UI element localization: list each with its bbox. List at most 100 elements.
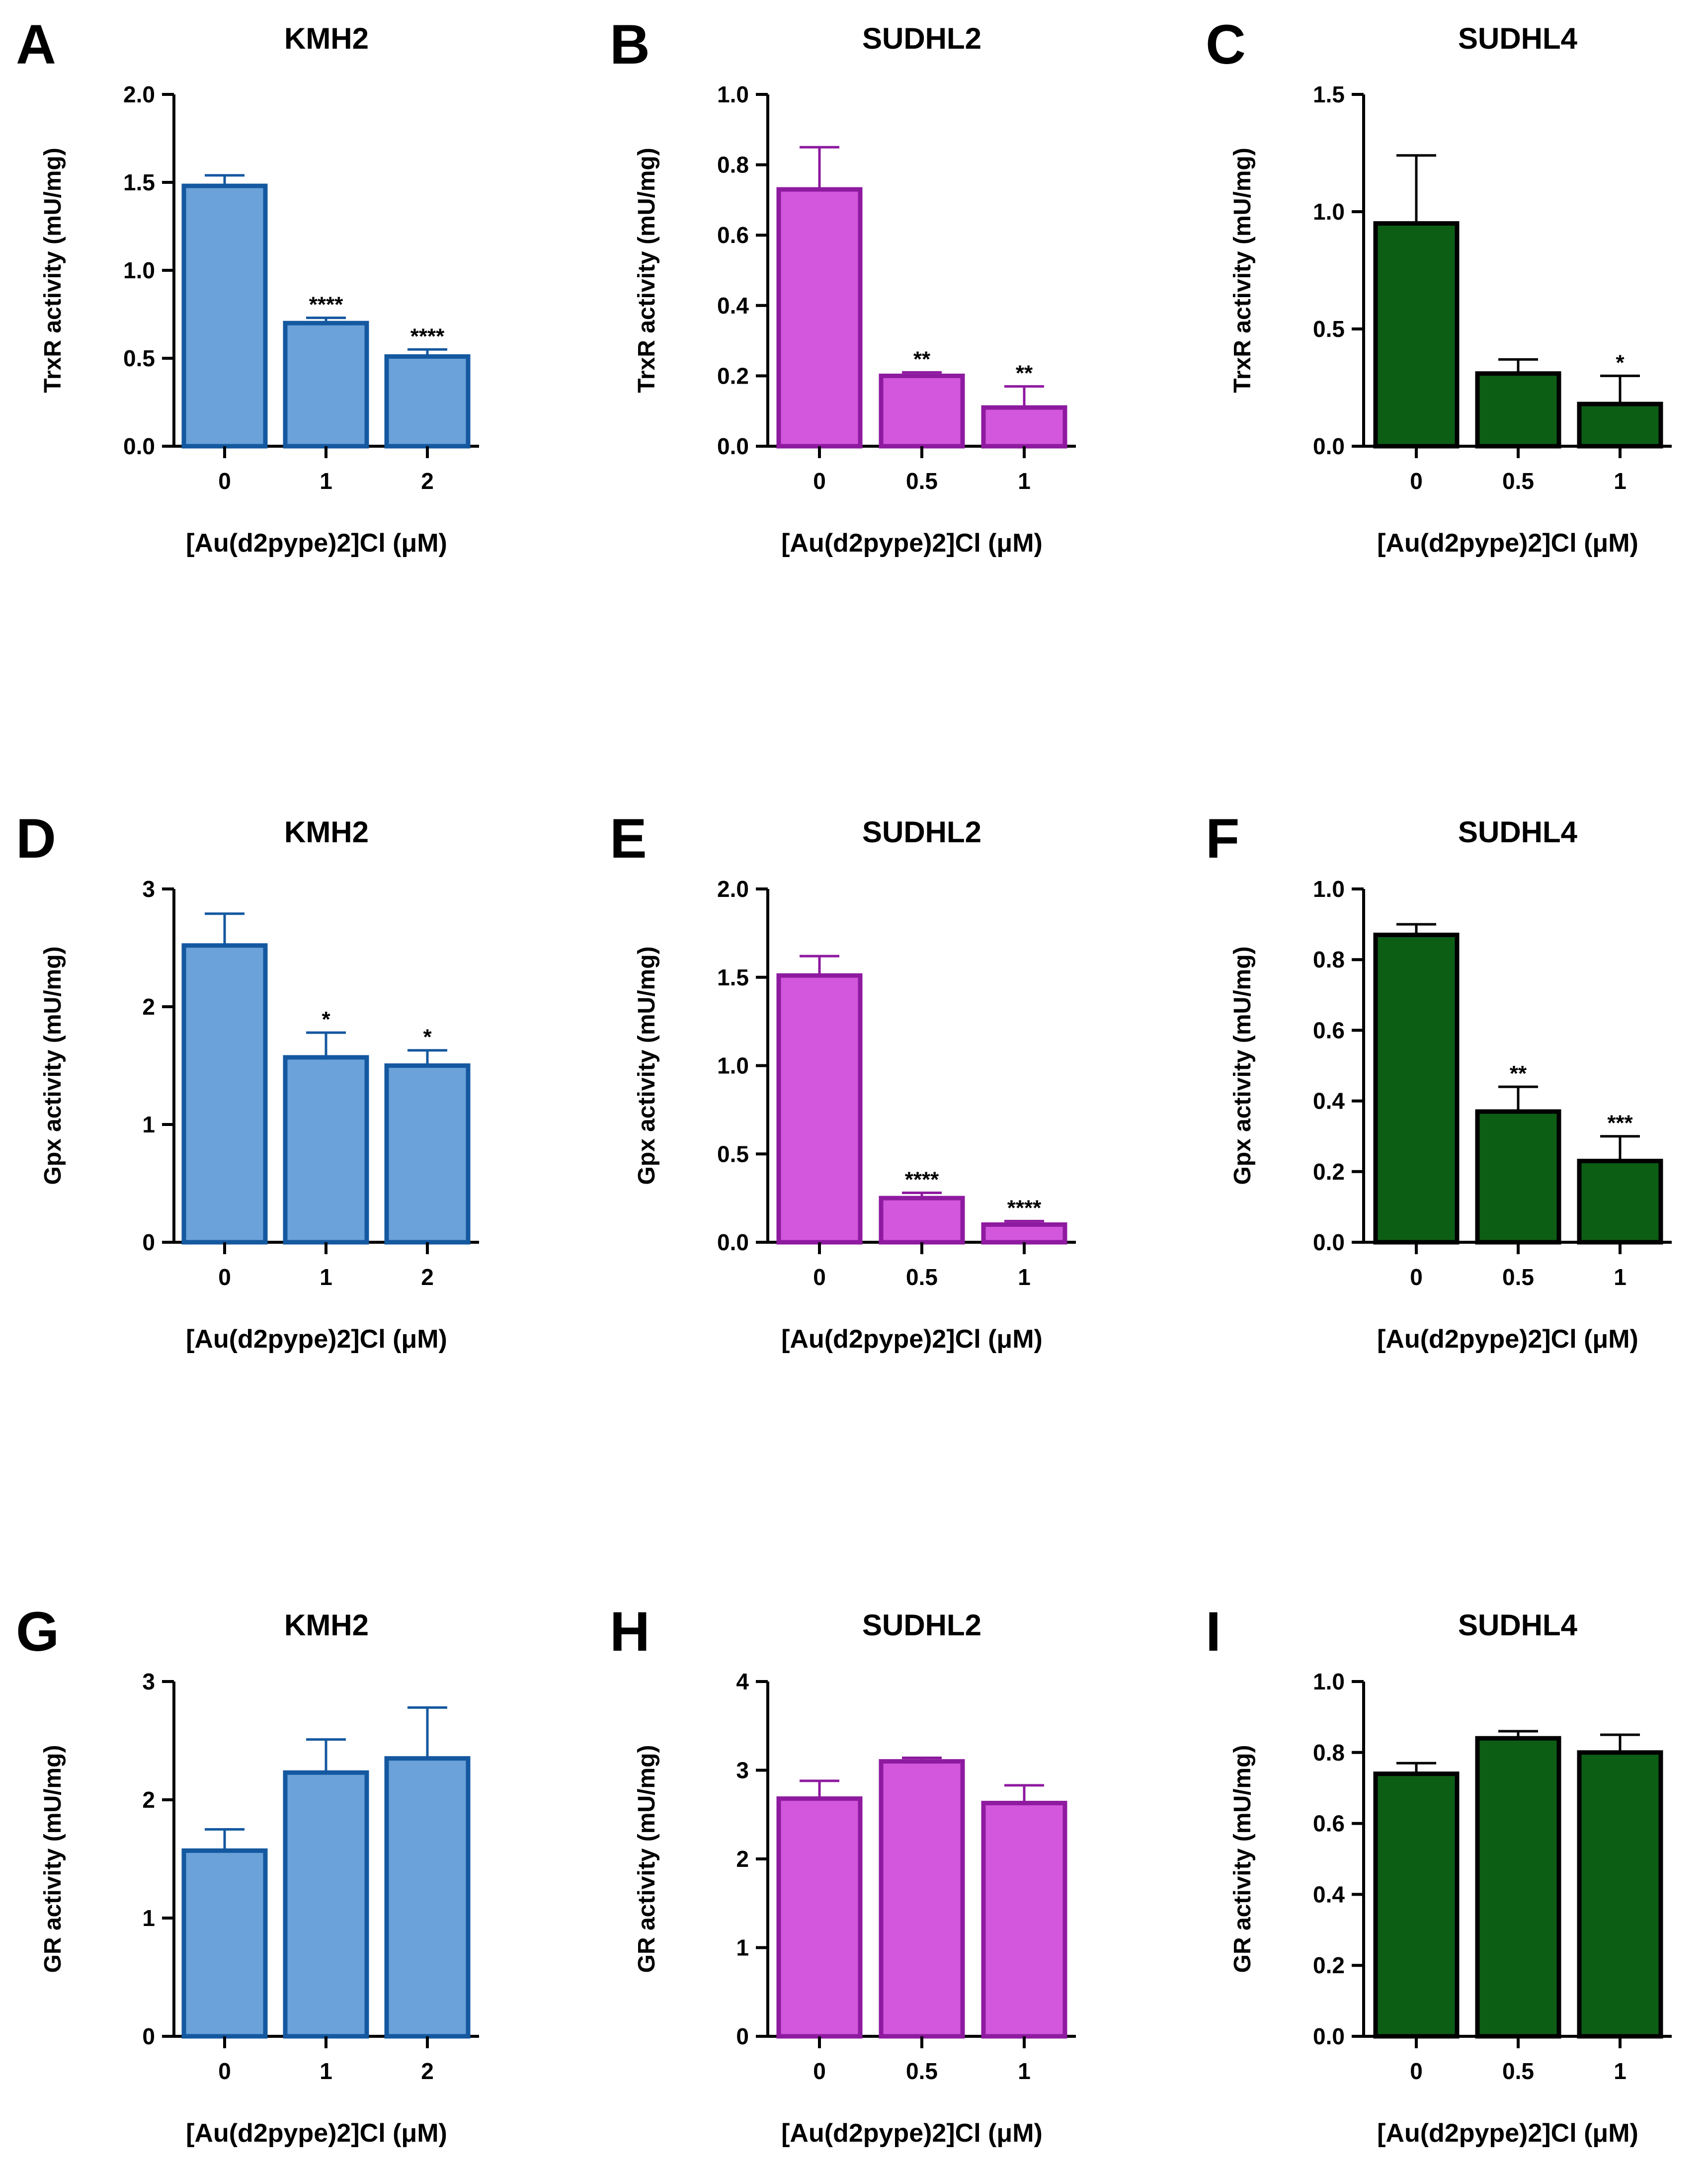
y-tick-label: 0	[142, 1229, 155, 1255]
bar	[1475, 371, 1561, 449]
y-tick-label: 0.0	[1313, 2023, 1345, 2049]
x-tick-label: 0	[813, 1264, 826, 1290]
y-tick-label: 2	[142, 994, 155, 1020]
y-tick-label: 0	[142, 2023, 155, 2049]
significance-mark: **	[1016, 361, 1033, 386]
y-axis-label: Gpx activity (mU/mg)	[40, 946, 66, 1185]
y-axis-label: Gpx activity (mU/mg)	[634, 946, 660, 1185]
x-tick-label: 0.5	[1502, 468, 1534, 494]
x-tick-label: 0	[1410, 2058, 1423, 2084]
panel-letter: C	[1206, 13, 1246, 76]
significance-mark: ***	[1607, 1111, 1633, 1135]
y-axis-label: GR activity (mU/mg)	[40, 1745, 66, 1973]
x-tick-label: 0	[218, 1264, 231, 1290]
x-tick-label: 0.5	[1502, 1264, 1534, 1290]
y-tick-label: 3	[142, 1669, 155, 1694]
x-tick-label: 0	[813, 468, 826, 494]
panel-letter: F	[1206, 807, 1239, 870]
bar	[776, 1796, 863, 2039]
x-tick-label: 1	[1614, 1264, 1627, 1290]
y-tick-label: 2.0	[123, 81, 155, 107]
x-axis-label: [Au(d2pype)2]Cl (μM)	[781, 2119, 1043, 2148]
bar	[879, 1759, 965, 2039]
panel-letter: A	[16, 13, 56, 76]
y-tick-label: 0.4	[717, 293, 749, 319]
panel-letter: E	[610, 807, 647, 870]
bar	[1373, 932, 1460, 1245]
bar	[981, 1801, 1067, 2039]
chart-title: SUDHL4	[1458, 1608, 1578, 1642]
bar	[384, 1063, 471, 1245]
chart-panel-i: I SUDHL4 0.0 0.2 0.4 0.6 0.8 1.0 GR activity (mU…	[1206, 1601, 1672, 2148]
y-axis-label: Gpx activity (mU/mg)	[1229, 946, 1256, 1185]
x-tick-label: 2	[421, 2058, 434, 2084]
panel-letter: I	[1206, 1601, 1221, 1663]
x-axis-label: [Au(d2pype)2]Cl (μM)	[1377, 1325, 1638, 1354]
y-tick-label: 1.5	[1313, 81, 1345, 107]
y-axis-label: TrxR activity (mU/mg)	[40, 148, 66, 393]
x-axis-label: [Au(d2pype)2]Cl (μM)	[186, 1325, 447, 1354]
bar	[1577, 401, 1663, 449]
panel-letter: D	[16, 807, 56, 870]
y-tick-label: 0.2	[717, 363, 749, 389]
y-tick-label: 0.6	[1313, 1811, 1345, 1837]
x-tick-label: 0	[813, 2058, 826, 2084]
significance-mark: ****	[309, 293, 343, 317]
bar	[283, 1055, 369, 1245]
significance-mark: ****	[905, 1167, 939, 1192]
x-axis-label: [Au(d2pype)2]Cl (μM)	[1377, 529, 1638, 558]
chart-panel-a: A KMH2 0.0 0.5 1.0 1.5 2.0 TrxR activity (mU/mg…	[16, 13, 479, 558]
y-tick-label: 0.0	[717, 433, 749, 459]
bar	[181, 183, 268, 449]
chart-panel-b: B SUDHL2 0.0 0.2 0.4 0.6 0.8 1.0 TrxR activity (…	[610, 13, 1076, 558]
y-tick-label: 1.5	[123, 169, 155, 195]
y-tick-label: 0	[736, 2023, 749, 2049]
y-tick-label: 0.0	[717, 1229, 749, 1255]
x-tick-label: 0.5	[906, 2058, 938, 2084]
x-tick-label: 0	[218, 468, 231, 494]
y-tick-label: 4	[736, 1669, 749, 1694]
bar	[1475, 1109, 1561, 1245]
significance-mark: ****	[410, 324, 445, 348]
panel-letter: H	[610, 1601, 650, 1663]
x-tick-label: 0	[1410, 1264, 1423, 1290]
chart-panel-d: D KMH2 0 1 2 3 Gpx activity (mU/mg) 0 1 * 2 * [Au(d2…	[16, 807, 479, 1354]
chart-title: SUDHL2	[862, 815, 981, 849]
bar	[981, 405, 1067, 449]
x-tick-label: 1	[1614, 468, 1627, 494]
y-tick-label: 1.0	[1313, 876, 1345, 902]
y-tick-label: 1.0	[1313, 1669, 1345, 1694]
x-axis-label: [Au(d2pype)2]Cl (μM)	[186, 2119, 447, 2148]
chart-title: KMH2	[284, 815, 369, 849]
y-tick-label: 0.4	[1313, 1881, 1345, 1907]
x-tick-label: 0.5	[1502, 2058, 1534, 2084]
y-tick-label: 0.2	[1313, 1159, 1345, 1185]
x-tick-label: 2	[421, 1264, 434, 1290]
panel-letter: B	[610, 13, 650, 76]
y-axis-label: GR activity (mU/mg)	[1229, 1745, 1256, 1973]
bar	[776, 973, 863, 1245]
bar	[981, 1222, 1067, 1245]
x-axis-label: [Au(d2pype)2]Cl (μM)	[186, 529, 447, 558]
bar	[283, 321, 369, 449]
chart-panel-g: G KMH2 0 1 2 3 GR activity (mU/mg) 0 1 2 [Au(d2pyp…	[16, 1601, 479, 2148]
bar	[1577, 1158, 1663, 1245]
y-tick-label: 1.0	[717, 81, 749, 107]
y-tick-label: 0.8	[717, 152, 749, 178]
x-tick-label: 1	[1018, 1264, 1031, 1290]
bar	[384, 354, 471, 449]
y-tick-label: 1.0	[717, 1053, 749, 1079]
x-tick-label: 1	[1614, 2058, 1627, 2084]
y-tick-label: 0.6	[1313, 1017, 1345, 1043]
bar	[384, 1756, 471, 2039]
y-tick-label: 1	[142, 1905, 155, 1931]
chart-title: SUDHL2	[862, 22, 981, 55]
x-tick-label: 0.5	[906, 1264, 938, 1290]
chart-title: KMH2	[284, 22, 369, 55]
bar	[1475, 1736, 1561, 2039]
bar	[1373, 221, 1460, 449]
bar	[879, 1196, 965, 1245]
chart-panel-e: E SUDHL2 0.0 0.5 1.0 1.5 2.0 Gpx activity (mU/m…	[610, 807, 1076, 1354]
y-tick-label: 1.0	[1313, 199, 1345, 225]
y-tick-label: 1.0	[123, 257, 155, 283]
